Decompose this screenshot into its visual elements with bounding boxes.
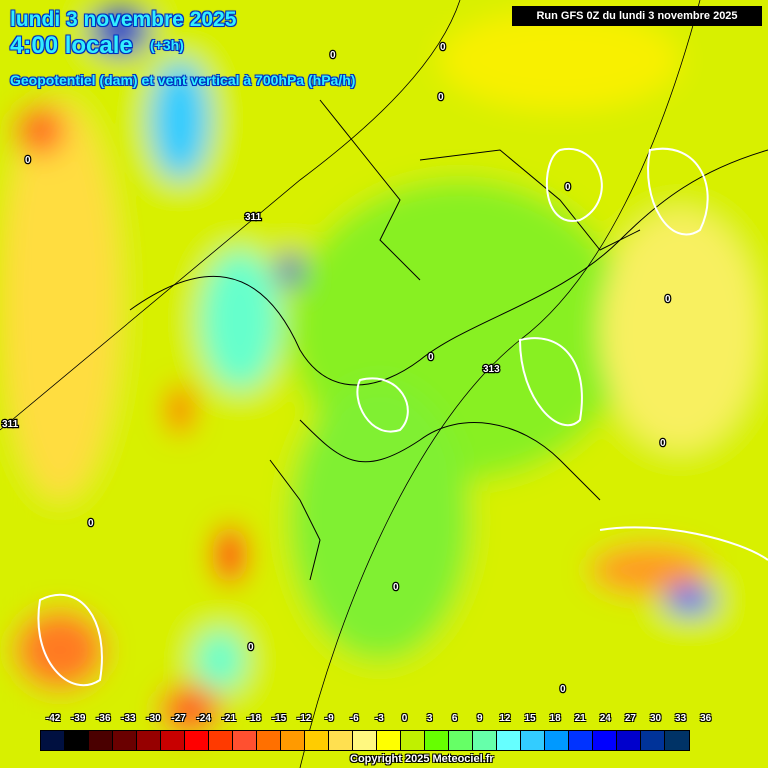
contour-labels: 311 313 311 0 0 0 0 0 0 0 0 0 0 0 0	[1, 41, 673, 697]
legend-swatch	[353, 731, 377, 750]
legend-tick-label: 18	[549, 713, 561, 724]
legend-tick-label: -36	[96, 713, 111, 724]
legend-swatch	[161, 731, 185, 750]
legend-swatch	[425, 731, 449, 750]
wind-zero-label: 0	[438, 92, 444, 103]
legend-swatch	[329, 731, 353, 750]
legend-tick-label: 33	[675, 713, 687, 724]
legend-tick-label: -24	[196, 713, 211, 724]
legend-swatch	[233, 731, 257, 750]
forecast-date: lundi 3 novembre 2025	[10, 8, 237, 31]
coastlines	[129, 99, 768, 581]
legend-tick-label: -12	[296, 713, 312, 724]
zero-contours	[37, 147, 768, 687]
geopotential-label: 311	[245, 212, 262, 223]
legend-tick-label: -39	[70, 713, 86, 724]
wind-zero-label: 0	[560, 684, 566, 695]
legend-swatch	[281, 731, 305, 750]
legend-swatch	[521, 731, 545, 750]
legend-tick-label: -30	[146, 713, 161, 724]
wind-zero-label: 0	[428, 352, 434, 363]
wind-zero-label: 0	[25, 155, 31, 166]
legend-swatch	[209, 731, 233, 750]
legend-tick-label: -42	[45, 713, 61, 724]
geopotential-label: 311	[2, 419, 19, 430]
legend-swatch	[449, 731, 473, 750]
legend-tick-label: 0	[401, 713, 408, 724]
legend-tick-label: 6	[451, 713, 458, 724]
legend-swatch	[113, 731, 137, 750]
legend-tick-label: -3	[374, 713, 384, 724]
legend-tick-label: 27	[624, 713, 636, 724]
legend-swatch	[185, 731, 209, 750]
legend-swatch	[65, 731, 89, 750]
run-info: Run GFS 0Z du lundi 3 novembre 2025	[512, 6, 762, 26]
legend-tick-label: 21	[574, 713, 586, 724]
copyright: Copyright 2025 Meteociel.fr	[350, 753, 494, 765]
wind-zero-label: 0	[248, 642, 254, 653]
legend-tick-label: -18	[246, 713, 262, 724]
wind-zero-label: 0	[440, 42, 446, 53]
wind-zero-label: 0	[330, 50, 336, 61]
legend-tick-label: -9	[324, 713, 334, 724]
legend-tick-label: -6	[349, 713, 359, 724]
legend-tick-label: 9	[477, 713, 483, 724]
legend-swatch	[473, 731, 497, 750]
legend-swatch	[569, 731, 593, 750]
legend-swatch	[641, 731, 665, 750]
legend-swatch	[593, 731, 617, 750]
legend-swatch	[401, 731, 425, 750]
parameter-title: Geopotentiel (dam) et vent vertical à 70…	[10, 72, 356, 88]
legend-swatch	[305, 731, 329, 750]
geopotential-contours	[0, 0, 701, 768]
legend-tick-label: 24	[599, 713, 611, 724]
legend-tick-label: -15	[271, 713, 287, 724]
legend-tick-label: 15	[524, 713, 536, 724]
wind-zero-label: 0	[665, 294, 671, 305]
legend-tick-label: -27	[171, 713, 186, 724]
forecast-time: 4:00 locale	[10, 32, 133, 59]
geopotential-label: 313	[483, 364, 500, 375]
legend-tick-label: 36	[700, 713, 712, 724]
legend-swatch	[41, 731, 65, 750]
legend-swatch	[545, 731, 569, 750]
legend-tick-label: -33	[121, 713, 136, 724]
legend-swatch	[137, 731, 161, 750]
legend-swatch	[257, 731, 281, 750]
wind-zero-label: 0	[660, 438, 666, 449]
color-legend	[40, 730, 690, 751]
wind-zero-label: 0	[393, 582, 399, 593]
wind-zero-label: 0	[88, 518, 94, 529]
legend-swatch	[89, 731, 113, 750]
legend-swatch	[377, 731, 401, 750]
legend-swatch	[497, 731, 521, 750]
legend-swatch	[665, 731, 689, 750]
forecast-offset: (+3h)	[150, 37, 184, 53]
legend-swatch	[617, 731, 641, 750]
legend-tick-label: 30	[649, 713, 662, 724]
legend-tick-label: 12	[499, 713, 511, 724]
legend-tick-label: -21	[221, 713, 237, 724]
legend-tick-label: 3	[426, 713, 433, 724]
wind-zero-label: 0	[565, 182, 571, 193]
